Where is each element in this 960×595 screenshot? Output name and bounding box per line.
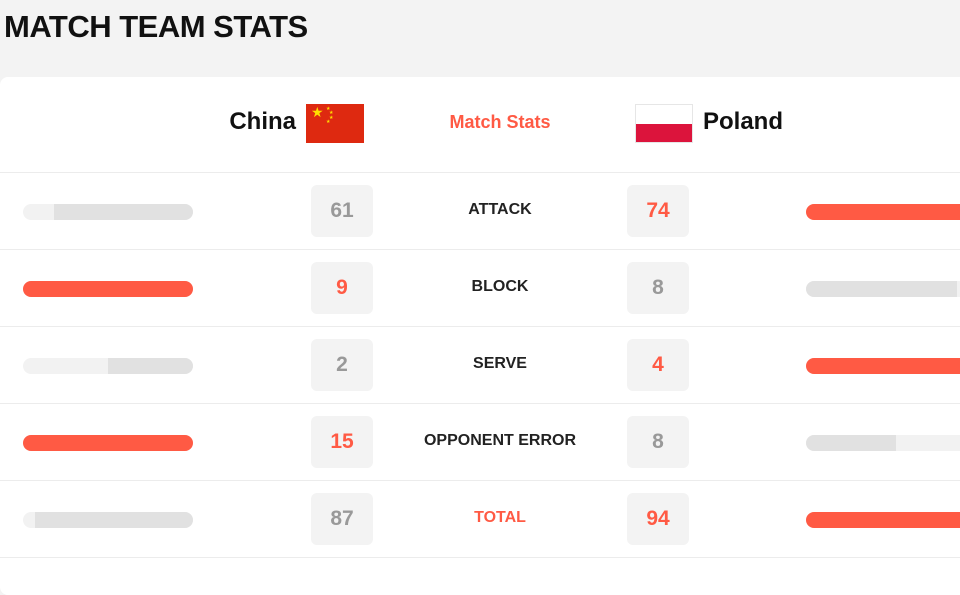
away-stat-value: 8	[627, 262, 689, 314]
stat-row: 9 BLOCK 8	[0, 250, 960, 327]
home-stat-value: 15	[311, 416, 373, 468]
away-stat-bar-fill	[806, 204, 960, 220]
stat-label: ATTACK	[468, 201, 532, 218]
stat-row: 2 SERVE 4	[0, 327, 960, 404]
home-team-name: China	[229, 108, 296, 135]
home-stat-bar	[23, 204, 193, 220]
stat-row: 15 OPPONENT ERROR 8	[0, 404, 960, 481]
home-stat-value: 87	[311, 493, 373, 545]
home-stat-value: 61	[311, 185, 373, 237]
away-stat-value: 94	[627, 493, 689, 545]
poland-flag-icon	[635, 104, 693, 143]
match-stats-label: Match Stats	[449, 112, 551, 132]
home-stat-bar	[23, 281, 193, 297]
away-stat-bar	[806, 358, 960, 374]
away-stat-value: 74	[627, 185, 689, 237]
home-stat-bar-fill	[108, 358, 193, 374]
home-stat-bar	[23, 512, 193, 528]
away-stat-value: 8	[627, 416, 689, 468]
home-stat-bar-fill	[23, 435, 193, 451]
page-title: MATCH TEAM STATS	[4, 9, 308, 44]
stat-label: TOTAL	[474, 509, 526, 526]
away-stat-bar	[806, 435, 960, 451]
home-stat-bar	[23, 358, 193, 374]
stat-row: 61 ATTACK 74	[0, 173, 960, 250]
home-stat-bar-fill	[34, 512, 193, 528]
away-stat-bar-fill	[806, 512, 960, 528]
away-stat-bar-fill	[806, 435, 897, 451]
home-stat-bar-fill	[53, 204, 193, 220]
china-flag-icon: ★ ★ ★ ★ ★	[306, 104, 364, 143]
stat-label: SERVE	[473, 355, 527, 372]
stat-row: 87 TOTAL 94	[0, 481, 960, 558]
away-stat-value: 4	[627, 339, 689, 391]
home-stat-value: 2	[311, 339, 373, 391]
home-stat-value: 9	[311, 262, 373, 314]
away-stat-bar	[806, 281, 960, 297]
stat-label: OPPONENT ERROR	[423, 432, 576, 449]
away-stat-bar-fill	[806, 281, 958, 297]
away-stat-bar	[806, 512, 960, 528]
away-stat-bar-fill	[806, 358, 960, 374]
home-stat-bar-fill	[23, 281, 193, 297]
stats-header: China ★ ★ ★ ★ ★ Match Stats Poland	[0, 77, 960, 173]
away-stat-bar	[806, 204, 960, 220]
home-stat-bar	[23, 435, 193, 451]
away-team-name: Poland	[703, 108, 784, 135]
stats-card: China ★ ★ ★ ★ ★ Match Stats Poland 61 ATT…	[0, 77, 960, 595]
stat-label: BLOCK	[471, 278, 529, 295]
